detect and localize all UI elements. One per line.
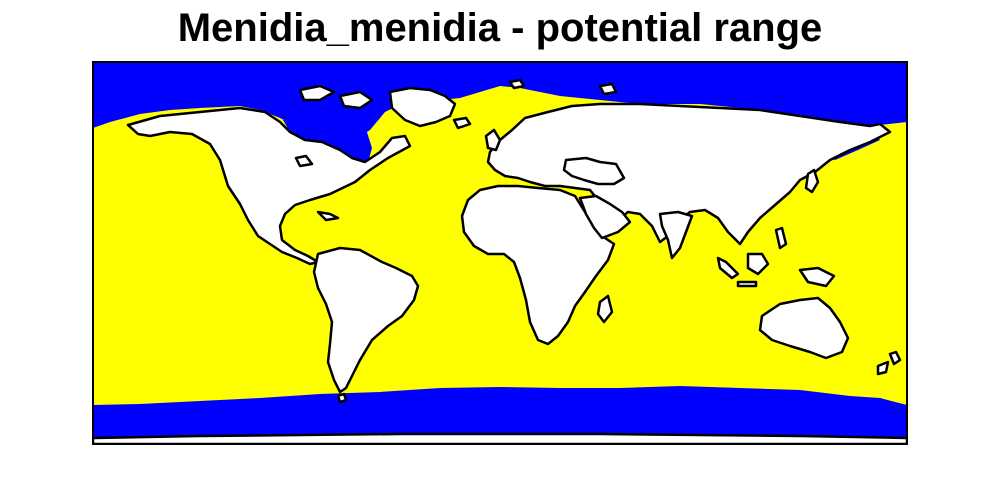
map-title: Menidia_menidia - potential range — [177, 6, 823, 50]
new-guinea — [798, 266, 836, 288]
tierra-del-fuego — [336, 392, 348, 404]
map-frame — [92, 61, 908, 445]
land-masses — [93, 78, 907, 444]
arctic-island-1 — [298, 84, 336, 102]
svalbard — [508, 78, 526, 90]
india — [658, 210, 694, 260]
borneo — [746, 252, 770, 276]
java — [736, 280, 758, 288]
japan — [804, 168, 820, 194]
australia — [758, 296, 850, 360]
cuba — [316, 210, 340, 222]
new-zealand-south — [876, 360, 890, 376]
sumatra — [716, 256, 740, 280]
hudson-bay — [283, 104, 372, 162]
arabian-peninsula — [578, 194, 632, 240]
north-america — [126, 106, 412, 266]
africa — [460, 184, 616, 346]
philippines — [774, 226, 788, 250]
iceland — [452, 116, 472, 130]
madagascar — [596, 294, 614, 324]
greenland — [388, 86, 457, 128]
eurasia — [486, 102, 892, 246]
arctic-island-3 — [294, 154, 314, 168]
arctic-island-2 — [338, 90, 374, 110]
southern-ocean — [93, 386, 907, 444]
novaya-zemlya — [598, 82, 618, 96]
south-america — [312, 246, 420, 394]
central-asia-lake-region — [562, 156, 626, 186]
british-isles — [484, 128, 502, 152]
antarctica-fringe — [93, 432, 907, 444]
new-zealand-north — [888, 350, 902, 366]
